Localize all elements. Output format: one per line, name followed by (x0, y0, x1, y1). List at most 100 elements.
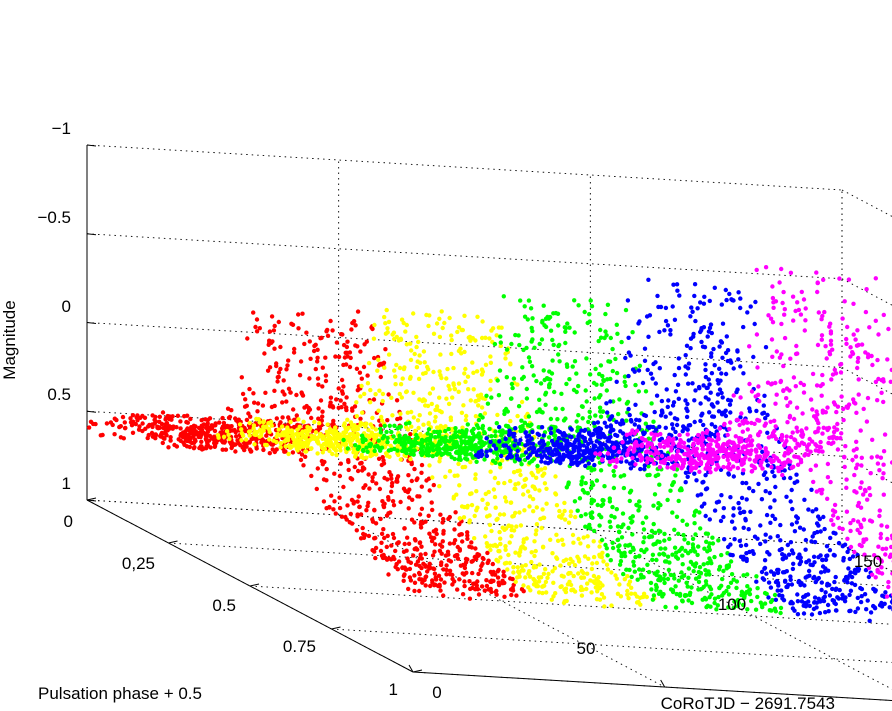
data-point (414, 334, 419, 340)
data-point (320, 365, 325, 370)
data-point (667, 536, 672, 542)
data-point (409, 517, 415, 522)
data-point (247, 420, 252, 426)
data-point (788, 475, 793, 481)
data-point (607, 499, 613, 504)
data-point (437, 548, 443, 553)
data-point (564, 598, 569, 604)
data-point (680, 518, 685, 523)
data-point (763, 345, 769, 350)
data-point (598, 327, 603, 333)
data-point (670, 589, 676, 595)
data-point (718, 339, 724, 344)
data-point (440, 520, 445, 525)
data-point (711, 414, 717, 419)
data-point (353, 343, 358, 348)
data-point (597, 523, 602, 528)
data-point (440, 539, 445, 544)
data-point (709, 330, 714, 336)
data-point (745, 607, 750, 612)
data-point (855, 328, 860, 333)
data-point (680, 553, 685, 558)
data-point (272, 403, 277, 409)
data-point (731, 577, 736, 582)
data-point (670, 304, 675, 309)
data-point (305, 432, 310, 437)
data-point (603, 329, 608, 334)
data-point (683, 372, 688, 377)
data-point (508, 418, 513, 424)
data-point (832, 579, 837, 585)
data-point (315, 347, 320, 352)
data-point (608, 399, 613, 404)
data-point (802, 583, 807, 588)
data-point (522, 304, 527, 309)
data-point (741, 573, 746, 578)
data-point (303, 449, 308, 454)
data-point (600, 446, 605, 452)
data-point (486, 489, 491, 495)
data-point (673, 389, 679, 394)
data-point (466, 445, 471, 450)
data-point (790, 606, 796, 611)
data-point (534, 453, 540, 458)
data-point (460, 539, 465, 544)
data-point (522, 420, 528, 425)
data-point (753, 607, 759, 612)
data-point (580, 475, 585, 480)
data-point (712, 363, 717, 368)
data-point (655, 293, 660, 299)
data-point (697, 469, 702, 474)
data-point (434, 425, 440, 430)
data-point (198, 444, 203, 449)
data-point (636, 424, 642, 429)
data-point (721, 506, 726, 511)
data-point (403, 567, 408, 572)
data-point (506, 523, 511, 528)
data-point (630, 514, 635, 519)
data-point (412, 351, 417, 357)
data-point (700, 411, 705, 416)
data-point (785, 542, 790, 548)
data-point (567, 377, 572, 382)
data-point (605, 302, 611, 307)
data-point (286, 386, 292, 391)
data-point (415, 547, 420, 552)
data-point (376, 438, 381, 443)
data-point (505, 424, 511, 429)
data-point (686, 361, 692, 366)
data-point (794, 343, 799, 349)
data-point (394, 334, 399, 340)
data-point (429, 538, 435, 544)
data-point (656, 304, 661, 310)
data-point (510, 588, 516, 593)
data-point (252, 442, 257, 447)
data-point (420, 580, 425, 585)
data-point (563, 517, 568, 522)
data-point (668, 332, 673, 337)
data-point (338, 461, 343, 466)
data-point (216, 435, 221, 440)
data-point (213, 421, 218, 426)
data-point (728, 580, 734, 585)
data-point (334, 452, 339, 458)
data-point (693, 388, 698, 393)
data-point (788, 540, 794, 545)
data-point (412, 588, 417, 594)
grid-line (86, 233, 843, 280)
data-point (584, 399, 589, 404)
data-point (281, 431, 286, 436)
data-point (765, 412, 770, 418)
data-point (184, 427, 189, 432)
data-point (427, 488, 432, 493)
data-point (398, 411, 403, 416)
data-point (645, 562, 650, 567)
data-point (304, 330, 309, 335)
data-point (754, 574, 759, 579)
data-point (811, 554, 817, 559)
data-point (341, 384, 346, 389)
data-point (494, 421, 499, 426)
data-point (726, 605, 731, 610)
data-point (696, 384, 702, 390)
